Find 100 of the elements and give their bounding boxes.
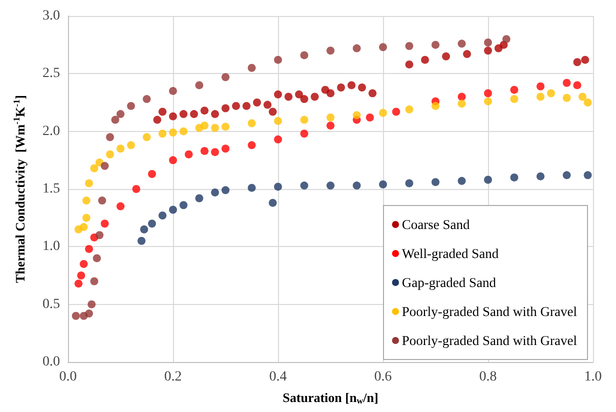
point (326, 89, 334, 98)
point (366, 113, 374, 122)
point (573, 81, 582, 90)
point (264, 100, 272, 109)
point (127, 102, 135, 110)
point (195, 81, 204, 90)
point (284, 92, 292, 101)
point (169, 128, 177, 136)
point (184, 150, 193, 158)
point (180, 127, 188, 136)
point (300, 182, 308, 190)
point (88, 300, 96, 308)
point (573, 58, 582, 66)
point (100, 162, 109, 170)
point (96, 231, 104, 240)
point (536, 82, 544, 90)
point (222, 186, 230, 194)
point (158, 212, 166, 220)
point (148, 170, 156, 178)
legend-label: Coarse Sand (402, 216, 470, 232)
y-tick-label: 0.0 (42, 354, 60, 370)
y-tick-label: 0.5 (42, 296, 60, 312)
point (90, 277, 98, 286)
point (300, 116, 308, 124)
point (200, 146, 208, 155)
point (484, 97, 492, 106)
point (200, 122, 208, 130)
point (432, 40, 440, 49)
point (116, 202, 124, 210)
point (274, 56, 282, 64)
y-tick-label: 3.0 (42, 8, 60, 24)
point (295, 90, 303, 98)
point (142, 95, 151, 104)
legend-label: Poorly-graded Sand with Gravel (402, 332, 577, 348)
point (310, 92, 319, 101)
point (242, 102, 250, 110)
point (180, 110, 188, 118)
point (82, 214, 90, 222)
point (211, 148, 219, 156)
legend-label: Poorly-graded Sand with Gravel (402, 304, 577, 320)
point (169, 112, 177, 120)
point (222, 122, 230, 131)
point (268, 108, 277, 116)
point (562, 94, 571, 102)
point (379, 43, 387, 52)
point (274, 182, 282, 191)
point (300, 95, 308, 104)
point (74, 280, 82, 288)
point (85, 310, 93, 318)
point (584, 98, 592, 106)
point (153, 116, 162, 124)
point (352, 111, 361, 120)
point (405, 60, 414, 68)
point (352, 44, 361, 52)
point (358, 84, 366, 92)
legend-label: Well-graded Sand (402, 246, 499, 262)
point (405, 105, 414, 114)
x-tick-label: 0.6 (374, 370, 392, 384)
point (484, 89, 492, 98)
point (584, 171, 592, 180)
point (458, 92, 466, 101)
point (392, 108, 400, 116)
point (379, 108, 387, 117)
point (326, 113, 334, 122)
point (274, 116, 282, 125)
x-tick-label: 1.0 (584, 370, 602, 384)
point (421, 56, 429, 64)
point (510, 95, 518, 104)
point (248, 119, 256, 128)
point (85, 179, 93, 188)
point (211, 188, 219, 196)
point (92, 254, 101, 262)
point (248, 141, 256, 150)
point (300, 130, 308, 138)
point (142, 133, 151, 142)
point (463, 50, 471, 58)
point (169, 206, 177, 214)
point (253, 98, 261, 106)
point (326, 182, 334, 190)
point (127, 141, 135, 150)
point (379, 180, 387, 188)
y-tick-label: 1.5 (42, 182, 60, 196)
point (326, 46, 334, 55)
point (326, 122, 334, 130)
y-tick-label: 1.0 (42, 239, 60, 254)
point (77, 272, 86, 280)
point (85, 244, 93, 253)
point (432, 178, 440, 186)
point (248, 184, 256, 192)
legend-label: Gap-graded Sand (402, 274, 496, 290)
point (169, 156, 177, 164)
point (90, 164, 98, 172)
point (169, 86, 177, 95)
x-tick-label: 0.2 (164, 370, 182, 384)
point (484, 46, 492, 55)
point (458, 40, 466, 48)
y-tick-label: 2.0 (42, 124, 60, 139)
x-tick-label: 0.8 (479, 370, 497, 384)
point (180, 201, 188, 210)
point (222, 144, 230, 153)
